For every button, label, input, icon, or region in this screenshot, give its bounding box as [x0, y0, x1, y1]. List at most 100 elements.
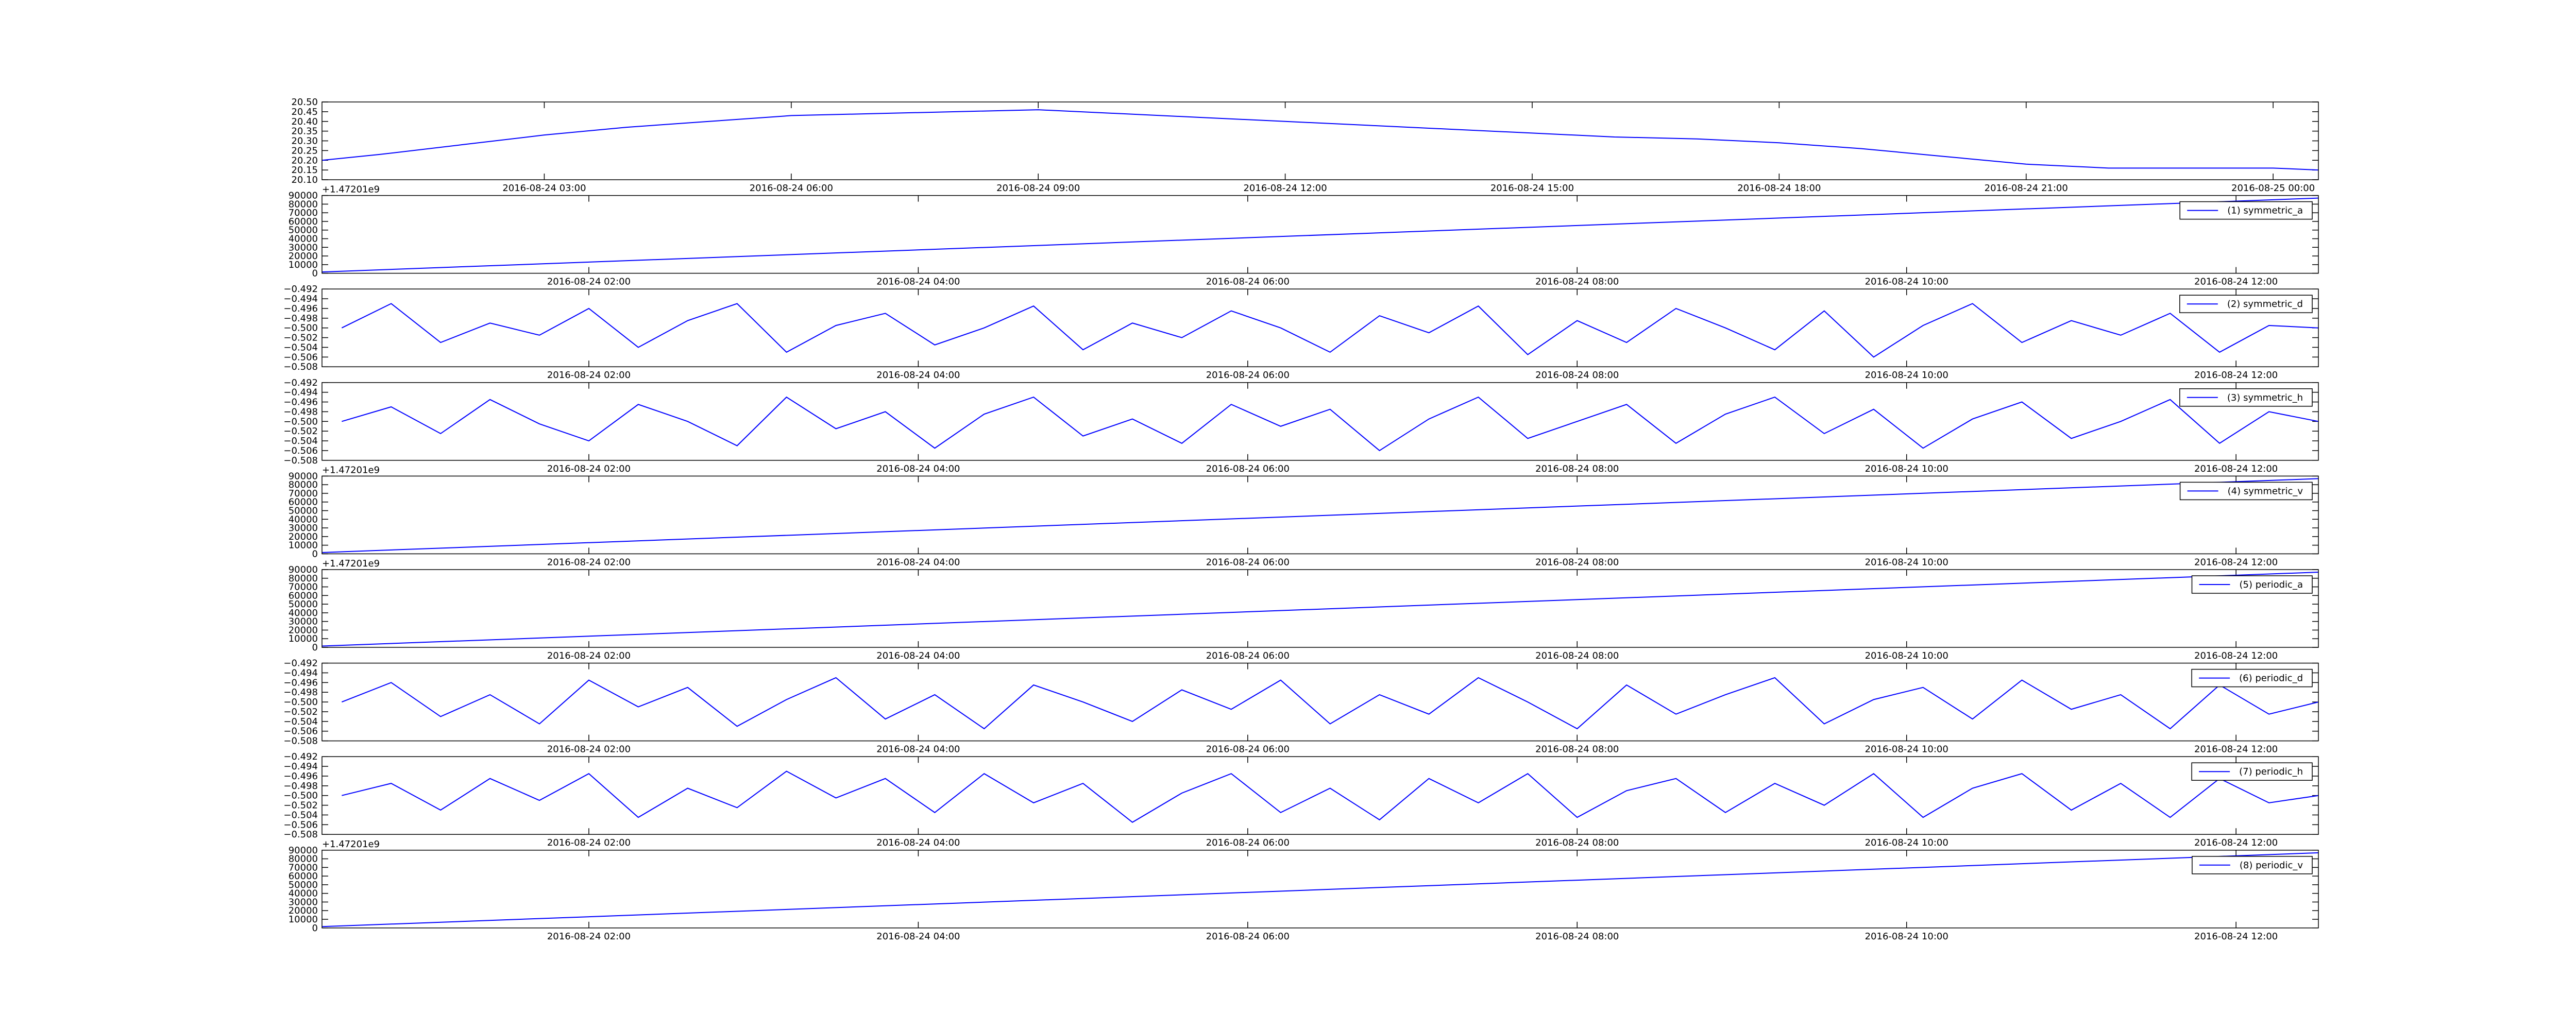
x-tick-label: 2016-08-24 06:00 [1206, 931, 1290, 942]
axes-background [322, 850, 2318, 928]
x-tick-label: 2016-08-24 04:00 [876, 931, 960, 942]
x-tick-label: 2016-08-24 21:00 [1985, 183, 2068, 194]
y-tick-label: 40000 [289, 233, 318, 244]
axes-frame [321, 195, 2319, 274]
x-tick-label: 2016-08-24 12:00 [2194, 557, 2278, 568]
y-tick-label: 50000 [289, 880, 318, 890]
y-tick-label: −0.502 [283, 707, 318, 717]
y-tick-label: −0.500 [283, 791, 318, 801]
y-tick-label: 60000 [289, 497, 318, 508]
y-tick-label: 20.35 [291, 126, 318, 137]
x-tick-label: 2016-08-24 06:00 [1206, 557, 1290, 568]
y-tick-label: 20000 [289, 625, 318, 636]
data-line [342, 677, 2319, 730]
y-tick-label: 20.20 [291, 155, 318, 166]
legend-label: (7) periodic_h [2239, 766, 2303, 777]
y-tick-label: 30000 [289, 897, 318, 907]
axes-background [322, 382, 2318, 460]
y-tick-label: 20.45 [291, 107, 318, 117]
data-line [342, 770, 2319, 823]
x-tick-label: 2016-08-24 04:00 [876, 464, 960, 474]
axes-frame [321, 101, 2319, 180]
y-tick-label: 60000 [289, 590, 318, 601]
x-tick-label: 2016-08-24 08:00 [1535, 370, 1619, 381]
axes-background [322, 757, 2318, 835]
x-tick-label: 2016-08-24 15:00 [1490, 183, 1574, 194]
data-line [341, 303, 2319, 358]
axes-background [322, 570, 2318, 647]
x-tick-label: 2016-08-24 02:00 [547, 744, 631, 755]
y-tick-label: −0.502 [283, 333, 318, 344]
y-tick-label: 20.25 [291, 145, 318, 156]
legend-label: (4) symmetric_v [2228, 486, 2303, 496]
y-tick-label: −0.500 [283, 416, 318, 427]
y-tick-label: 90000 [289, 471, 318, 482]
y-tick-label: −0.508 [283, 736, 318, 747]
x-tick-label: 2016-08-24 02:00 [547, 931, 631, 942]
y-tick-label: 70000 [289, 582, 318, 593]
legend-label: (5) periodic_a [2240, 579, 2303, 590]
y-tick-label: −0.506 [283, 445, 318, 456]
y-tick-label: −0.500 [283, 697, 318, 708]
axes-frame [321, 288, 2319, 367]
y-tick-label: 80000 [289, 854, 318, 865]
y-tick-label: 20.50 [291, 97, 318, 108]
legend-label: (6) periodic_d [2239, 673, 2303, 684]
y-tick-label: −0.494 [283, 387, 318, 398]
y-tick-label: −0.504 [283, 342, 318, 353]
x-tick-label: 2016-08-24 12:00 [2194, 370, 2278, 381]
y-tick-label: 80000 [289, 479, 318, 490]
x-tick-label: 2016-08-24 10:00 [1865, 277, 1948, 287]
y-tick-label: 10000 [289, 260, 318, 270]
x-tick-label: 2016-08-24 04:00 [876, 277, 960, 287]
y-tick-label: −0.508 [283, 455, 318, 466]
y-tick-label: 90000 [289, 191, 318, 201]
y-tick-label: −0.498 [283, 687, 318, 698]
x-tick-label: 2016-08-24 02:00 [547, 557, 631, 568]
data-line [342, 396, 2319, 452]
y-tick-label: −0.508 [283, 829, 318, 840]
x-tick-label: 2016-08-24 06:00 [1206, 277, 1290, 287]
x-tick-label: 2016-08-24 12:00 [2194, 744, 2278, 755]
x-tick-label: 2016-08-24 10:00 [1865, 370, 1948, 381]
x-tick-label: 2016-08-24 08:00 [1535, 744, 1619, 755]
y-tick-label: 20000 [289, 531, 318, 542]
x-tick-label: 2016-08-24 10:00 [1865, 837, 1948, 848]
y-tick-label: 70000 [289, 862, 318, 873]
y-tick-label: 60000 [289, 216, 318, 227]
y-tick-label: −0.504 [283, 436, 318, 447]
y-tick-label: 40000 [289, 514, 318, 525]
axes-background [322, 663, 2318, 741]
y-tick-label: 30000 [289, 242, 318, 253]
legend-label: (2) symmetric_d [2227, 299, 2303, 310]
axes-frame [321, 756, 2319, 835]
y-tick-label: 10000 [289, 633, 318, 644]
y-tick-label: 50000 [289, 225, 318, 236]
axes-background [322, 195, 2318, 273]
y-tick-label: −0.502 [283, 800, 318, 811]
x-tick-label: 2016-08-24 12:00 [2194, 464, 2278, 474]
x-tick-label: 2016-08-24 12:00 [2194, 277, 2278, 287]
y-tick-label: 20.30 [291, 136, 318, 147]
x-tick-label: 2016-08-24 06:00 [1206, 464, 1290, 474]
x-tick-label: 2016-08-24 10:00 [1865, 744, 1948, 755]
y-tick-label: −0.496 [283, 771, 318, 782]
x-tick-label: 2016-08-24 12:00 [2194, 931, 2278, 942]
x-tick-label: 2016-08-24 08:00 [1535, 837, 1619, 848]
y-tick-label: −0.496 [283, 677, 318, 688]
x-tick-label: 2016-08-24 08:00 [1535, 650, 1619, 661]
y-tick-label: −0.496 [283, 303, 318, 314]
y-tick-label: 90000 [289, 564, 318, 575]
y-tick-label: −0.494 [283, 761, 318, 772]
x-tick-label: 2016-08-24 08:00 [1535, 464, 1619, 474]
x-tick-label: 2016-08-24 02:00 [547, 370, 631, 381]
x-tick-label: 2016-08-24 04:00 [876, 837, 960, 848]
x-tick-label: 2016-08-24 02:00 [547, 277, 631, 287]
x-tick-label: 2016-08-24 04:00 [876, 370, 960, 381]
y-tick-label: −0.506 [283, 352, 318, 363]
x-tick-label: 2016-08-24 02:00 [547, 464, 631, 474]
x-tick-label: 2016-08-24 03:00 [502, 183, 586, 194]
x-tick-label: 2016-08-24 12:00 [1243, 183, 1327, 194]
